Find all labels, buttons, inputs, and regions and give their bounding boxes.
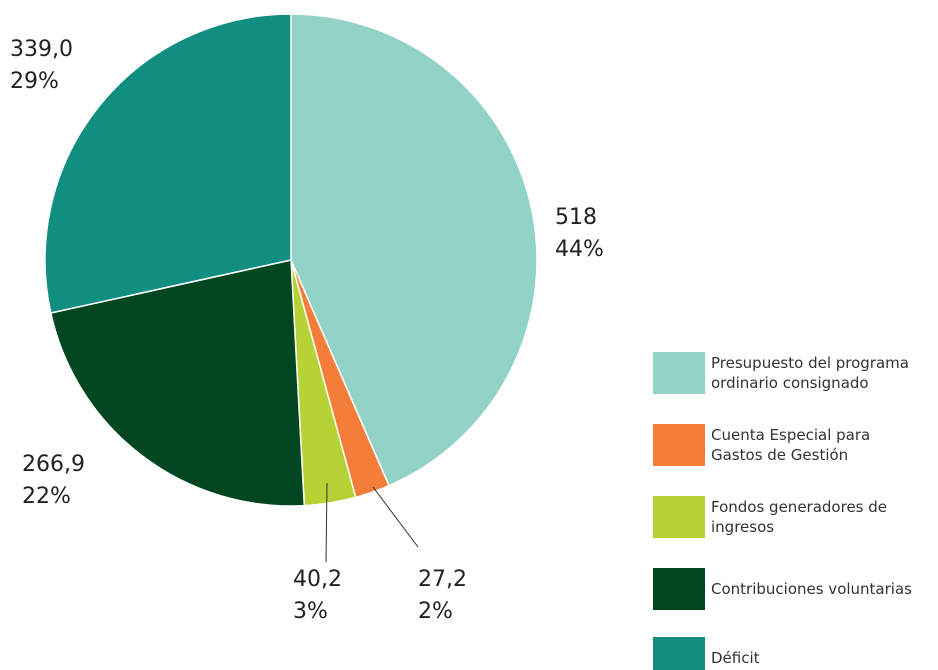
- pie-slice: [290, 13, 538, 487]
- legend-item: Contribuciones voluntarias: [653, 568, 933, 610]
- legend-swatch: [653, 424, 705, 466]
- percent-label: 22%: [22, 484, 71, 509]
- legend-item: Presupuesto del programa ordinario consi…: [653, 352, 933, 394]
- leader-line: [372, 486, 419, 548]
- legend-item: Cuenta Especial para Gastos de Gestión: [653, 424, 933, 466]
- legend-swatch: [653, 496, 705, 538]
- legend-label: Cuenta Especial para Gastos de Gestión: [711, 426, 871, 464]
- legend-item: Fondos generadores de ingresos: [653, 496, 933, 538]
- value-label: 518: [555, 205, 597, 230]
- value-label: 27,2: [418, 567, 467, 592]
- legend-swatch: [653, 568, 705, 610]
- legend-swatch: [653, 352, 705, 394]
- value-label: 40,2: [293, 567, 342, 592]
- legend-label: Contribuciones voluntarias: [711, 580, 912, 598]
- value-label: 339,0: [10, 37, 73, 62]
- percent-label: 44%: [555, 237, 604, 262]
- legend-label: Fondos generadores de ingresos: [711, 498, 888, 536]
- legend-label: Déficit: [711, 649, 760, 667]
- percent-label: 2%: [418, 599, 453, 624]
- percent-label: 3%: [293, 599, 328, 624]
- pie-slice: [49, 259, 306, 507]
- legend-item: Déficit: [653, 637, 933, 670]
- percent-label: 29%: [10, 69, 59, 94]
- pie-slice: [44, 13, 292, 314]
- legend-label: Presupuesto del programa ordinario consi…: [711, 354, 909, 392]
- leader-line: [325, 482, 328, 563]
- value-label: 266,9: [22, 452, 85, 477]
- legend-swatch: [653, 637, 705, 670]
